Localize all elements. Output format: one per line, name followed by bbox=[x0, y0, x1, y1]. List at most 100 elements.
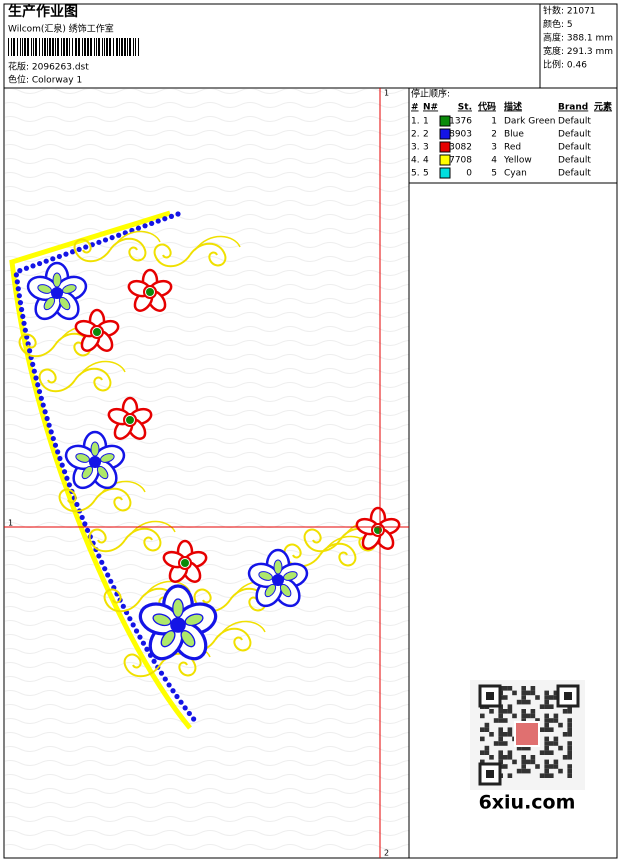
row-brand: Default bbox=[558, 117, 591, 127]
qr-cell bbox=[539, 704, 545, 709]
qr-cell bbox=[493, 718, 499, 723]
bead bbox=[23, 265, 30, 271]
row-brand: Default bbox=[558, 143, 591, 153]
qr-cell bbox=[503, 695, 508, 700]
stop-table: # N# St. 代码 描述 Brand 元素1. 1 1376 1 Dark Green Defau… bbox=[411, 101, 612, 179]
qr-cell bbox=[480, 759, 485, 765]
row-brand: Default bbox=[558, 169, 591, 179]
row-code: 3 bbox=[491, 143, 497, 153]
qr-cell bbox=[549, 704, 554, 709]
bead bbox=[162, 216, 168, 222]
qr-cell bbox=[558, 722, 563, 728]
bead bbox=[59, 462, 65, 468]
bead bbox=[44, 415, 50, 422]
bead bbox=[76, 246, 82, 252]
watermark: 6xiu.com bbox=[479, 792, 576, 814]
qr-cell bbox=[507, 750, 513, 755]
bead bbox=[46, 422, 52, 428]
colorway: 色位: Colorway 1 bbox=[8, 74, 82, 86]
qr-cell bbox=[553, 713, 559, 719]
color-swatch bbox=[439, 141, 451, 153]
row-code: 5 bbox=[491, 169, 497, 179]
row-brand: Default bbox=[558, 130, 591, 140]
column-header: N# bbox=[423, 103, 438, 113]
bead bbox=[155, 218, 161, 224]
stat: 比例: 0.46 bbox=[543, 59, 587, 71]
bead bbox=[158, 670, 165, 676]
bead bbox=[96, 553, 102, 559]
bead bbox=[17, 268, 23, 274]
bead bbox=[191, 716, 197, 722]
qr-cell bbox=[521, 709, 526, 714]
stat: 宽度: 291.3 mm bbox=[543, 45, 613, 57]
row-code: 1 bbox=[491, 117, 497, 127]
qr-cell bbox=[489, 709, 494, 714]
qr-cell bbox=[549, 695, 554, 700]
bead bbox=[52, 442, 59, 448]
bead bbox=[20, 313, 26, 320]
qr-cell bbox=[480, 713, 485, 719]
column-header: 代码 bbox=[477, 101, 496, 113]
qr-cell bbox=[526, 690, 531, 696]
bead bbox=[144, 646, 150, 652]
bead bbox=[33, 375, 39, 381]
embroidery bbox=[9, 210, 403, 730]
row-description: Dark Green bbox=[504, 117, 555, 127]
bead bbox=[37, 260, 43, 267]
bead bbox=[133, 628, 140, 634]
qr-cell bbox=[567, 727, 572, 732]
row-n: 2 bbox=[423, 130, 429, 140]
column-header: St. bbox=[458, 103, 472, 113]
qr-cell bbox=[521, 690, 526, 696]
bead bbox=[63, 251, 69, 257]
column-header: 元素 bbox=[594, 101, 612, 113]
bead bbox=[74, 501, 80, 508]
bead bbox=[15, 286, 21, 292]
row-stitches: 0 bbox=[466, 169, 472, 179]
bead bbox=[31, 368, 37, 374]
qr-logo bbox=[514, 721, 540, 747]
row-code: 4 bbox=[491, 156, 497, 166]
row-description: Cyan bbox=[504, 169, 527, 179]
row-index: 5. bbox=[411, 169, 420, 179]
qr-cell bbox=[567, 750, 572, 755]
qr-cell bbox=[484, 745, 490, 751]
row-brand: Default bbox=[558, 156, 591, 166]
qr-cell bbox=[498, 709, 503, 714]
qr-cell bbox=[544, 750, 549, 755]
qr-cell bbox=[549, 773, 554, 778]
bead bbox=[149, 220, 155, 227]
row-description: Red bbox=[504, 143, 521, 153]
qr-cell bbox=[498, 750, 503, 755]
bead bbox=[142, 223, 148, 229]
qr-cell bbox=[526, 759, 531, 765]
qr-cell bbox=[567, 741, 572, 746]
qr-cell bbox=[553, 759, 559, 765]
bead bbox=[102, 237, 109, 243]
qr-cell bbox=[521, 768, 526, 774]
bead bbox=[14, 279, 20, 285]
bead bbox=[83, 244, 89, 250]
qr-cell bbox=[498, 713, 503, 719]
qr-finder bbox=[486, 770, 494, 778]
qr-cell bbox=[530, 686, 536, 691]
qr-cell bbox=[535, 695, 540, 700]
qr-cell bbox=[489, 755, 494, 760]
qr-cell bbox=[516, 745, 522, 751]
qr-cell bbox=[480, 736, 485, 742]
row-description: Yellow bbox=[503, 156, 532, 166]
qr-cell bbox=[553, 741, 559, 746]
bead bbox=[140, 640, 147, 646]
qr-cell bbox=[516, 768, 522, 774]
bead bbox=[108, 578, 114, 584]
bead bbox=[135, 225, 142, 231]
qr-cell bbox=[521, 699, 526, 705]
bead bbox=[38, 395, 44, 401]
row-index: 4. bbox=[411, 156, 420, 166]
qr-cell bbox=[549, 718, 554, 723]
qr-cell bbox=[567, 718, 572, 723]
qr-cell bbox=[503, 732, 508, 737]
bead bbox=[130, 622, 136, 628]
bead bbox=[22, 327, 28, 333]
color-swatch bbox=[439, 167, 451, 179]
